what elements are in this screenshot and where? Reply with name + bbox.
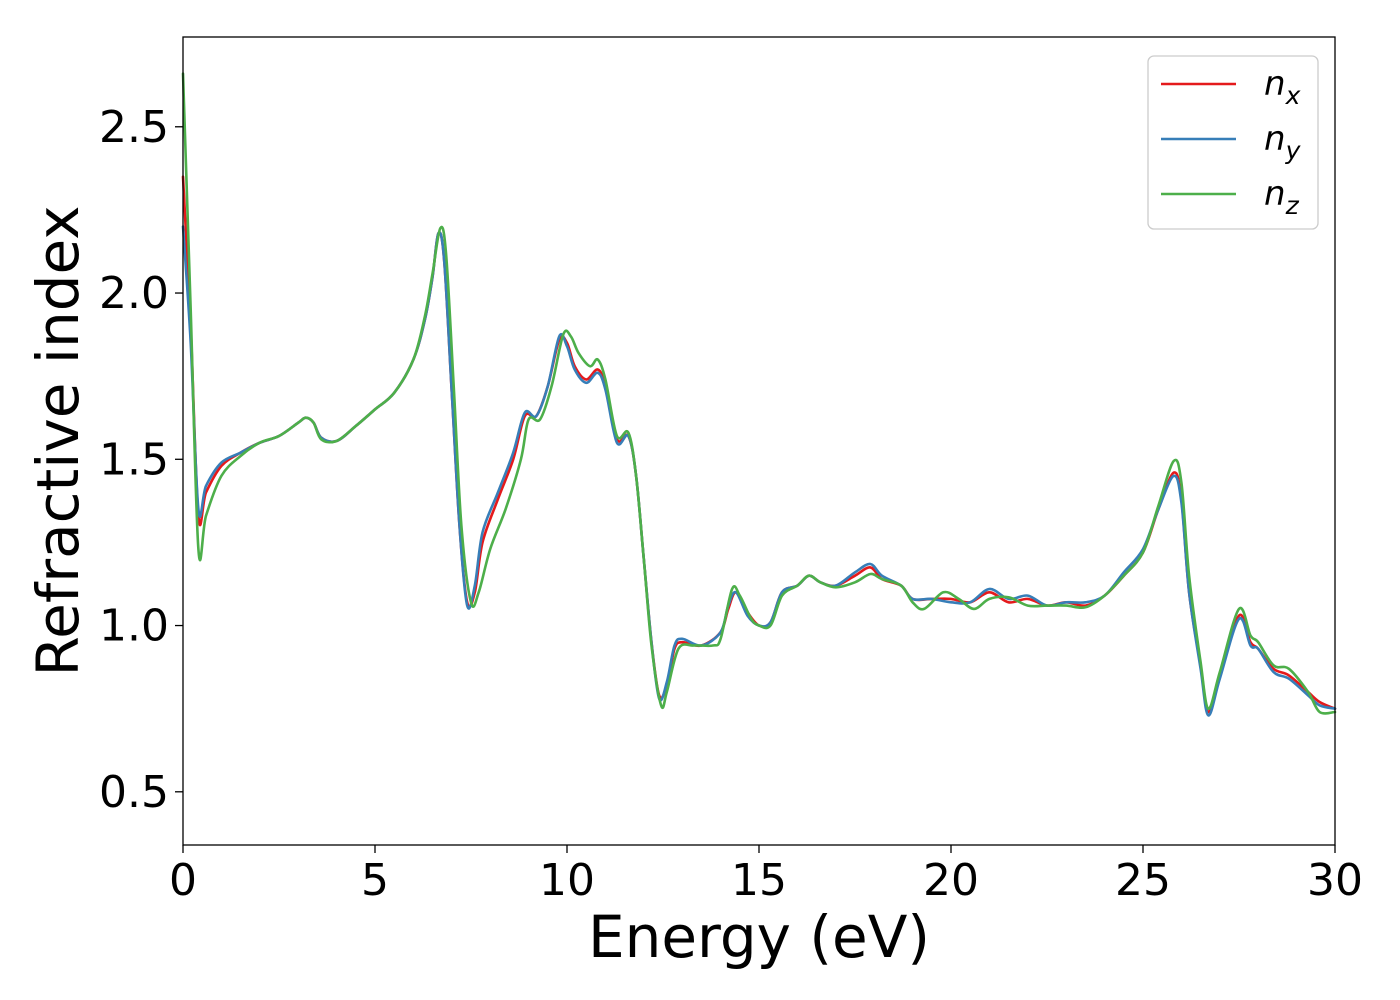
series-line-nz bbox=[181, 72, 1337, 715]
plot-frame bbox=[182, 36, 1336, 846]
y-tick-label: 1.5 bbox=[99, 434, 169, 485]
y-axis-label: Refractive index bbox=[24, 205, 92, 676]
legend-label-nx: nx bbox=[1264, 64, 1301, 110]
series-line-ny bbox=[181, 225, 1337, 717]
x-tick-label: 15 bbox=[731, 855, 787, 906]
y-tick-label: 1.0 bbox=[99, 601, 169, 652]
x-tick-label: 25 bbox=[1115, 855, 1171, 906]
x-axis-label: Energy (eV) bbox=[588, 903, 930, 971]
x-tick-label: 20 bbox=[923, 855, 979, 906]
y-tick-label: 2.0 bbox=[99, 268, 169, 319]
series-line-nx bbox=[181, 175, 1337, 714]
y-tick-label: 2.5 bbox=[99, 102, 169, 153]
legend-box bbox=[1147, 55, 1319, 230]
y-tick-label: 0.5 bbox=[99, 767, 169, 818]
series-layer bbox=[181, 72, 1337, 717]
legend-label-nz: nz bbox=[1264, 174, 1300, 220]
x-tick-label: 10 bbox=[539, 855, 595, 906]
x-tick-label: 30 bbox=[1307, 855, 1363, 906]
x-tick-label: 0 bbox=[169, 855, 197, 906]
x-tick-label: 5 bbox=[361, 855, 389, 906]
legend: nx ny nz bbox=[1147, 55, 1319, 230]
legend-label-ny: ny bbox=[1264, 119, 1302, 165]
legend-items: nx ny nz bbox=[1161, 64, 1302, 220]
tick-layer: 0 5 10 15 20 25 30 0.5 1.0 1.5 2.0 2.5 bbox=[99, 102, 1363, 906]
